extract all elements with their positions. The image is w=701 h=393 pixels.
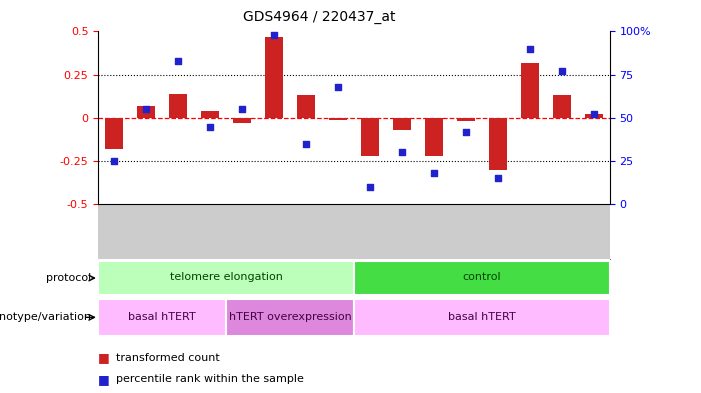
Bar — [457, 118, 475, 121]
Bar — [265, 37, 283, 118]
Bar — [201, 111, 219, 118]
Point — [332, 84, 343, 90]
Bar — [489, 118, 507, 170]
Point — [428, 170, 440, 176]
Bar — [426, 118, 443, 156]
Text: basal hTERT: basal hTERT — [128, 312, 196, 321]
Bar — [297, 95, 315, 118]
Point — [236, 106, 247, 112]
Bar — [521, 62, 538, 118]
Text: basal hTERT: basal hTERT — [448, 312, 516, 321]
Point — [492, 175, 503, 182]
Point — [588, 111, 599, 118]
Bar — [137, 106, 155, 118]
Point — [461, 129, 472, 135]
Point — [109, 158, 120, 164]
Bar — [226, 299, 354, 336]
Point — [557, 68, 568, 74]
Point — [524, 46, 536, 52]
Bar — [361, 118, 379, 156]
Bar — [553, 95, 571, 118]
Bar — [585, 114, 603, 118]
Bar — [329, 118, 347, 119]
Text: genotype/variation: genotype/variation — [0, 312, 91, 322]
Bar — [354, 261, 610, 295]
Point — [365, 184, 376, 190]
Text: percentile rank within the sample: percentile rank within the sample — [116, 374, 304, 384]
Point — [268, 32, 280, 38]
Bar — [170, 94, 187, 118]
Text: control: control — [463, 272, 501, 282]
Text: ■: ■ — [98, 373, 110, 386]
Text: telomere elongation: telomere elongation — [170, 272, 283, 282]
Bar — [354, 299, 610, 336]
Point — [172, 58, 184, 64]
Point — [140, 106, 151, 112]
Bar — [233, 118, 251, 123]
Bar — [98, 261, 354, 295]
Point — [301, 141, 312, 147]
Bar — [105, 118, 123, 149]
Text: protocol: protocol — [46, 273, 91, 283]
Bar — [98, 299, 226, 336]
Point — [396, 149, 407, 156]
Text: transformed count: transformed count — [116, 353, 219, 363]
Bar — [393, 118, 411, 130]
Text: hTERT overexpression: hTERT overexpression — [229, 312, 351, 321]
Text: GDS4964 / 220437_at: GDS4964 / 220437_at — [243, 9, 395, 24]
Point — [205, 123, 216, 130]
Text: ■: ■ — [98, 351, 110, 364]
